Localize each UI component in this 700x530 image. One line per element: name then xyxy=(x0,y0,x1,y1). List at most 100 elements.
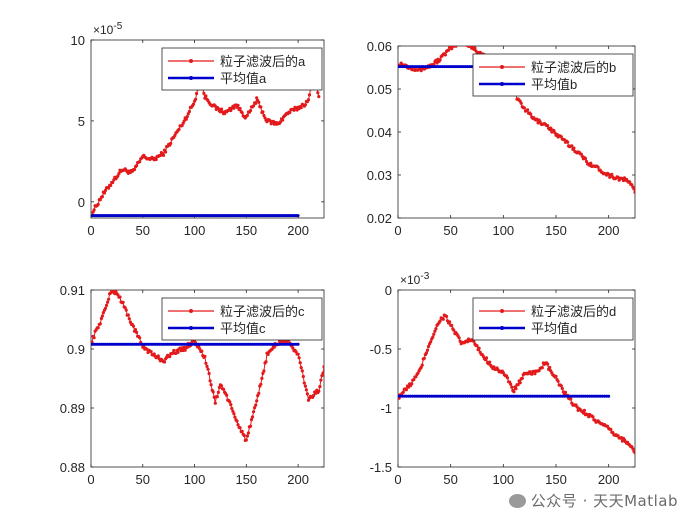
mean-point xyxy=(489,394,493,398)
filtered-point xyxy=(516,383,520,387)
x-tick-label: 200 xyxy=(598,223,620,238)
mean-point xyxy=(205,342,209,346)
y-tick-label: 0.04 xyxy=(367,125,392,140)
mean-point xyxy=(251,214,254,218)
filtered-point xyxy=(632,187,635,191)
mean-point xyxy=(124,214,128,218)
mean-point xyxy=(497,394,501,398)
mean-point xyxy=(565,394,568,398)
filtered-point xyxy=(477,346,481,350)
filtered-point xyxy=(195,91,199,96)
filtered-point xyxy=(322,365,324,369)
mean-point xyxy=(126,214,130,218)
filtered-point xyxy=(570,144,574,148)
filtered-point xyxy=(426,344,431,349)
mean-point xyxy=(232,342,236,346)
filtered-point xyxy=(424,351,428,355)
x-tick-label: 100 xyxy=(184,472,206,487)
mean-point xyxy=(531,394,535,398)
mean-point xyxy=(232,214,236,218)
mean-point xyxy=(434,394,438,398)
filtered-point xyxy=(272,345,276,349)
filtered-point xyxy=(123,306,127,310)
mean-point xyxy=(95,214,99,218)
x-tick-label: 50 xyxy=(136,472,150,487)
filtered-point xyxy=(472,339,476,343)
chart-panel-2: 0 50 100 150 200 0.02 0.03 0.04 0.05 0.06 粒子滤波后的b 平… xyxy=(367,39,636,238)
mean-point xyxy=(209,214,213,218)
filtered-point xyxy=(316,91,320,95)
mean-point xyxy=(421,65,425,69)
mean-point xyxy=(147,342,151,346)
filtered-point xyxy=(177,127,181,131)
filtered-point xyxy=(138,336,142,340)
filtered-point xyxy=(559,135,563,139)
mean-point xyxy=(95,342,99,346)
filtered-point xyxy=(553,131,557,135)
x-tick-label: 150 xyxy=(235,223,257,238)
filtered-point xyxy=(317,389,321,393)
mean-point xyxy=(265,214,269,218)
filtered-point xyxy=(566,140,570,144)
mean-point xyxy=(501,394,505,398)
filtered-point xyxy=(302,381,306,385)
mean-point xyxy=(463,65,467,69)
mean-point xyxy=(139,214,143,218)
filtered-point xyxy=(198,347,202,351)
filtered-point xyxy=(211,390,215,394)
mean-point xyxy=(445,65,448,69)
mean-point xyxy=(246,342,250,346)
filtered-point xyxy=(230,406,234,411)
y-tick-label: 0 xyxy=(385,283,392,298)
y-tick-label: 0.89 xyxy=(60,401,85,416)
mean-point xyxy=(575,394,579,398)
x-tick-label: 150 xyxy=(235,472,257,487)
mean-point xyxy=(398,65,402,69)
filtered-point xyxy=(288,110,292,115)
mean-point xyxy=(466,394,469,398)
mean-point xyxy=(413,65,417,69)
filtered-point xyxy=(106,300,110,304)
mean-point xyxy=(182,214,186,218)
filtered-point xyxy=(216,390,220,394)
filtered-point xyxy=(458,40,461,43)
filtered-point xyxy=(228,400,232,404)
filtered-point xyxy=(117,171,121,175)
mean-point xyxy=(459,394,463,398)
legend-marker-filtered xyxy=(500,309,504,313)
mean-point xyxy=(527,394,531,398)
filtered-point xyxy=(300,369,304,373)
filtered-point xyxy=(291,346,295,350)
mean-point xyxy=(419,394,423,398)
mean-point xyxy=(413,394,417,398)
y-tick-label: 0.91 xyxy=(60,283,85,298)
mean-point xyxy=(174,214,178,218)
filtered-point xyxy=(410,382,414,386)
mean-point xyxy=(603,394,606,398)
mean-point xyxy=(201,214,205,218)
x-tick-label: 50 xyxy=(443,223,457,238)
legend-marker-mean xyxy=(500,326,504,330)
filtered-point xyxy=(259,105,263,109)
y-tick-label: -1.5 xyxy=(370,460,392,475)
filtered-point xyxy=(475,344,479,348)
filtered-point xyxy=(215,395,219,399)
mean-point xyxy=(280,342,283,346)
mean-point xyxy=(296,214,300,218)
mean-point xyxy=(512,394,516,398)
mean-point xyxy=(224,214,228,218)
filtered-point xyxy=(169,141,173,145)
filtered-point xyxy=(132,168,137,172)
mean-point xyxy=(409,65,413,69)
mean-point xyxy=(205,214,209,218)
filtered-point xyxy=(99,316,103,321)
mean-point xyxy=(447,394,451,398)
filtered-point xyxy=(250,415,255,419)
filtered-point xyxy=(225,393,229,397)
filtered-point xyxy=(245,113,249,117)
filtered-point xyxy=(569,397,573,401)
mean-point xyxy=(567,394,571,398)
filtered-point xyxy=(448,320,452,324)
mean-point xyxy=(487,394,491,398)
mean-point xyxy=(516,394,520,398)
